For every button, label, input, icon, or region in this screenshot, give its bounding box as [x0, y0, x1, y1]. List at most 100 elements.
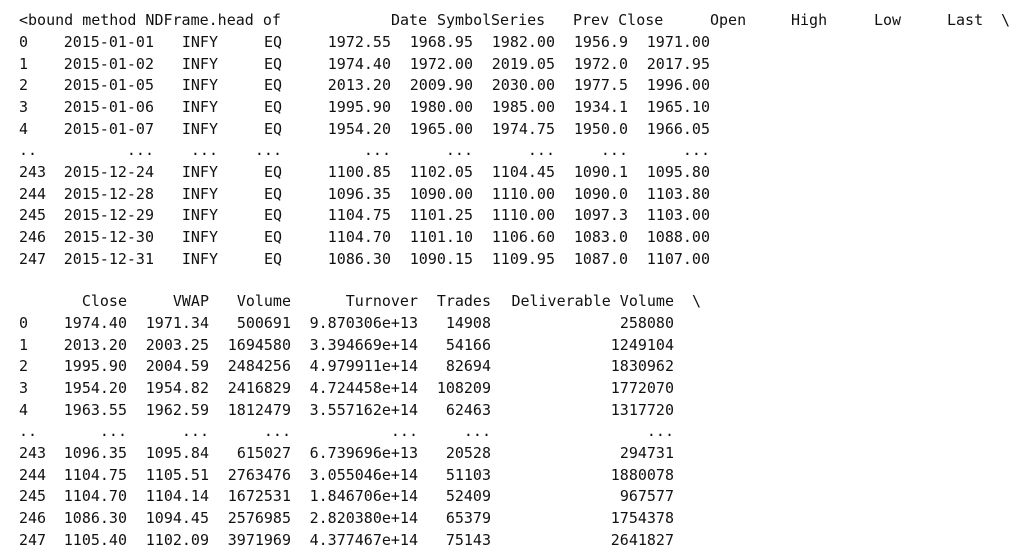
- cell: 294731: [619, 443, 674, 462]
- cell: 1100.85: [327, 162, 391, 181]
- cell: 1880078: [610, 465, 674, 484]
- row-index: 1: [19, 335, 29, 354]
- cell: 1095.84: [145, 443, 209, 462]
- cell: 1097.3: [573, 206, 628, 225]
- line-continuation: \: [692, 292, 702, 310]
- row-index: 4: [19, 119, 29, 138]
- cell: 1971.00: [646, 33, 710, 51]
- cell: 1101.25: [409, 206, 473, 225]
- cell: 1096.35: [327, 184, 391, 203]
- cell: 1950.0: [573, 119, 628, 138]
- cell: 62463: [445, 400, 491, 419]
- cell: 2015-12-31: [63, 249, 154, 268]
- column-header: Open: [710, 11, 747, 29]
- cell: 1090.0: [573, 184, 628, 203]
- cell: 1103.80: [646, 184, 710, 203]
- cell: 2484256: [227, 357, 291, 376]
- cell: 20528: [445, 443, 491, 462]
- cell: ...: [254, 141, 282, 160]
- cell: 1954.20: [327, 119, 391, 138]
- cell: 1995.90: [327, 97, 391, 116]
- cell: 1672531: [227, 487, 291, 506]
- cell: 1104.70: [327, 227, 391, 246]
- cell: 1317720: [610, 400, 674, 419]
- cell: 1754378: [610, 508, 674, 527]
- cell: ...: [682, 141, 710, 160]
- cell: 2015-12-29: [63, 206, 154, 225]
- cell: 3971969: [227, 530, 291, 549]
- cell: ...: [99, 422, 127, 441]
- cell: 1985.00: [491, 97, 555, 116]
- column-header: Deliverable Volume: [511, 292, 674, 310]
- cell: 4.724458e+14: [309, 378, 418, 397]
- cell: ...: [445, 141, 473, 160]
- cell: 1954.20: [63, 378, 127, 397]
- row-index: 4: [19, 400, 29, 419]
- row-index: 243: [19, 443, 47, 462]
- row-index: 243: [19, 162, 47, 181]
- cell: EQ: [263, 184, 282, 203]
- cell: 2015-01-01: [63, 33, 154, 51]
- cell: 2015-01-05: [63, 76, 154, 95]
- cell: INFY: [181, 119, 218, 138]
- row-index: 2: [19, 357, 29, 376]
- cell: 52409: [445, 487, 491, 506]
- cell: EQ: [263, 54, 282, 73]
- cell: 14908: [445, 314, 491, 332]
- cell: 1104.45: [491, 162, 555, 181]
- row-index: 247: [19, 249, 47, 268]
- cell: 3.055046e+14: [309, 465, 418, 484]
- cell: 2641827: [610, 530, 674, 549]
- cell: 1972.55: [327, 33, 391, 51]
- cell: 1830962: [610, 357, 674, 376]
- row-index: 247: [19, 530, 47, 549]
- cell: 6.739696e+13: [309, 443, 418, 462]
- row-index: 244: [19, 465, 47, 484]
- column-header: High: [791, 11, 828, 29]
- cell: INFY: [181, 33, 218, 51]
- cell: 1977.5: [573, 76, 628, 95]
- cell: 1090.15: [409, 249, 473, 268]
- cell: 1107.00: [646, 249, 710, 268]
- cell: 1812479: [227, 400, 291, 419]
- cell: 615027: [236, 443, 291, 462]
- cell: 1104.75: [63, 465, 127, 484]
- column-header: Last: [947, 11, 984, 29]
- cell: ...: [363, 141, 391, 160]
- cell: 1963.55: [63, 400, 127, 419]
- cell: INFY: [181, 184, 218, 203]
- cell: 3.394669e+14: [309, 335, 418, 354]
- cell: 1965.10: [646, 97, 710, 116]
- cell: 1110.00: [491, 206, 555, 225]
- cell: 1094.45: [145, 508, 209, 527]
- output-prefix: <bound method NDFrame.head of: [19, 11, 281, 29]
- cell: EQ: [263, 249, 282, 268]
- cell: 2.820380e+14: [309, 508, 418, 527]
- cell: ...: [181, 422, 209, 441]
- cell: 1104.75: [327, 206, 391, 225]
- cell: ...: [527, 141, 555, 160]
- row-index: 246: [19, 508, 47, 527]
- row-index: 1: [19, 54, 29, 73]
- cell: 1934.1: [573, 97, 628, 116]
- cell: 1105.40: [63, 530, 127, 549]
- cell: 1971.34: [145, 314, 209, 332]
- cell: 1968.95: [409, 33, 473, 51]
- cell: 1972.0: [573, 54, 628, 73]
- cell: 1962.59: [145, 400, 209, 419]
- cell: 1101.10: [409, 227, 473, 246]
- cell: ...: [390, 422, 418, 441]
- cell: 1106.60: [491, 227, 555, 246]
- cell: 1102.09: [145, 530, 209, 549]
- cell: 1982.00: [491, 33, 555, 51]
- column-header: Trades: [436, 292, 491, 310]
- cell: INFY: [181, 97, 218, 116]
- cell: 2003.25: [145, 335, 209, 354]
- cell: 1772070: [610, 378, 674, 397]
- cell: 1974.40: [327, 54, 391, 73]
- cell: 1088.00: [646, 227, 710, 246]
- cell: EQ: [263, 119, 282, 138]
- cell: 1972.00: [409, 54, 473, 73]
- cell: 2015-12-30: [63, 227, 154, 246]
- cell: 1095.80: [646, 162, 710, 181]
